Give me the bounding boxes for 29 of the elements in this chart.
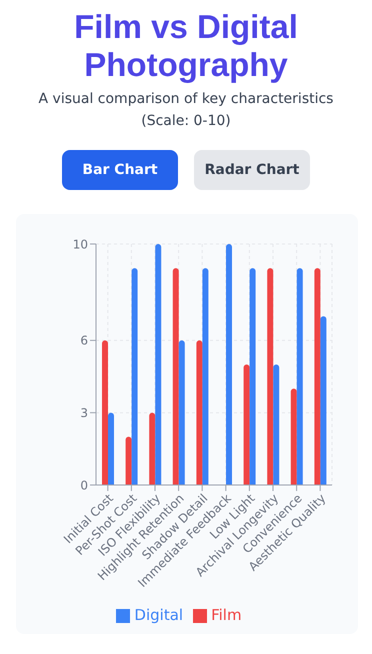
bar [244, 364, 250, 485]
bar [149, 412, 156, 485]
bar [290, 388, 297, 485]
bar [267, 268, 274, 485]
legend-label: Film [211, 606, 242, 624]
text: Radar Chart [194, 150, 310, 190]
y-tick-label: 0 [80, 478, 88, 492]
bar [273, 364, 280, 485]
y-tick-label: 6 [80, 334, 88, 348]
bar [108, 412, 114, 485]
bar [202, 268, 208, 485]
bar [155, 244, 162, 485]
bar [172, 268, 179, 485]
bar [296, 268, 303, 485]
bar [250, 268, 256, 485]
bar [226, 244, 232, 485]
bar [102, 340, 108, 485]
y-tick-label: 3 [80, 406, 88, 420]
bar [196, 340, 202, 485]
y-tick-label: 10 [72, 237, 88, 252]
chart-subtitle: A visual comparison of key characteristics (Scale: 0-10) [38, 90, 334, 131]
legend-label: Digital [134, 606, 184, 624]
bar [320, 316, 326, 485]
bar [178, 340, 185, 485]
bar [126, 436, 132, 485]
bar [314, 268, 320, 485]
text: Bar Chart [62, 150, 178, 190]
chart-title: Film vs Digital Photography [73, 8, 299, 84]
bar [132, 268, 138, 485]
